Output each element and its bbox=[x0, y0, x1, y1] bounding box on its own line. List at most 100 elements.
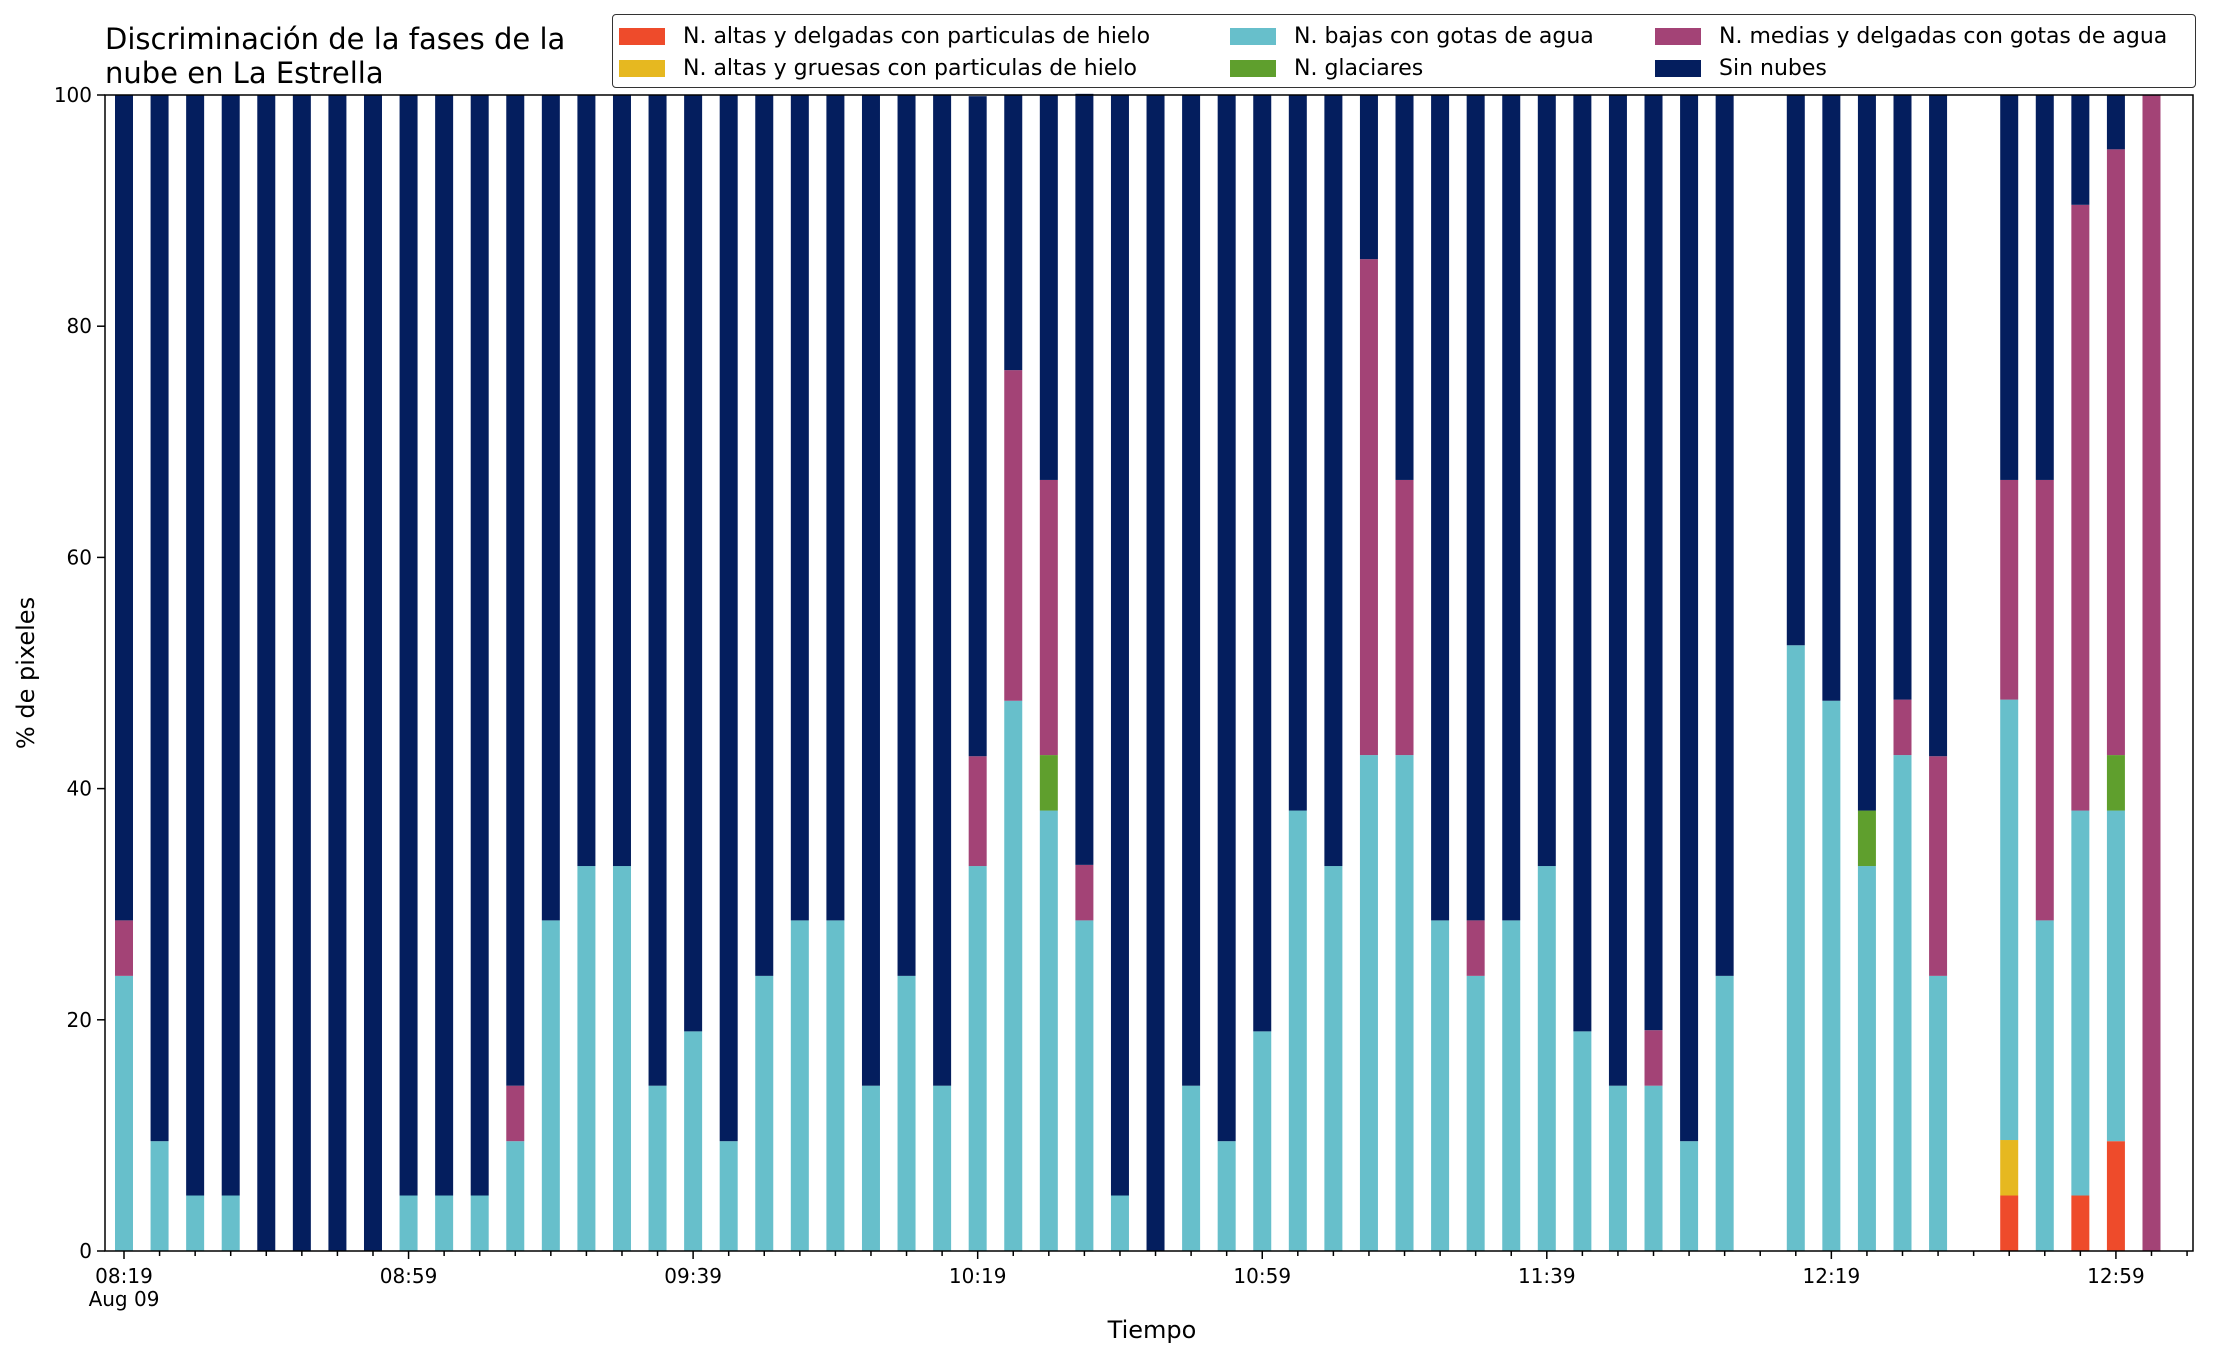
bar-segment bbox=[1324, 95, 1343, 867]
bar-segment bbox=[1039, 95, 1058, 480]
bar-segment bbox=[2106, 95, 2125, 150]
bar-segment bbox=[1786, 645, 1805, 1251]
legend-item-altas-delgadas: N. altas y delgadas con particulas de hi… bbox=[619, 23, 1150, 49]
bar-segment bbox=[1537, 95, 1556, 867]
bar-segment bbox=[1075, 93, 1094, 865]
bar-segment bbox=[719, 95, 738, 1142]
bar-segment bbox=[1431, 920, 1450, 1251]
bar-segment bbox=[2000, 479, 2019, 700]
bar-segment bbox=[2071, 95, 2090, 205]
bar-segment bbox=[1822, 95, 1841, 701]
legend-label: N. bajas con gotas de agua bbox=[1294, 23, 1594, 49]
bar-segment bbox=[115, 95, 133, 921]
bar-segment bbox=[2000, 699, 2019, 1141]
bar-segment bbox=[2106, 810, 2125, 1142]
bar-segment bbox=[861, 95, 880, 1086]
bar-segment bbox=[1110, 1195, 1129, 1251]
y-tick-label: 0 bbox=[79, 1239, 92, 1263]
bar-segment bbox=[1537, 866, 1556, 1251]
bar-segment bbox=[221, 95, 240, 1196]
bar-segment bbox=[861, 1085, 880, 1251]
bar-segment bbox=[755, 975, 774, 1251]
bar-segment bbox=[1680, 95, 1699, 1142]
bar-segment bbox=[1929, 95, 1948, 757]
y-axis: 0 20 40 60 80 100 bbox=[54, 83, 105, 1263]
bar-segment bbox=[1288, 95, 1307, 811]
legend-item-altas-gruesas: N. altas y gruesas con particulas de hie… bbox=[619, 55, 1137, 81]
x-tick-label: 11:39 bbox=[1518, 1264, 1576, 1288]
bar-segment bbox=[1857, 95, 1876, 811]
bar-segment bbox=[1359, 259, 1378, 756]
bar-segment bbox=[648, 95, 667, 1086]
bar-segment bbox=[1039, 479, 1058, 756]
bar-segment bbox=[363, 95, 382, 1251]
bar-segment bbox=[719, 1141, 738, 1251]
legend-item-medias: N. medias y delgadas con gotas de agua bbox=[1655, 23, 2167, 49]
bar-segment bbox=[435, 95, 454, 1196]
bar-segment bbox=[1395, 755, 1414, 1251]
bar-segment bbox=[1359, 755, 1378, 1251]
bar-segment bbox=[612, 866, 631, 1251]
bar-segment bbox=[506, 95, 525, 1086]
bar-segment bbox=[292, 95, 311, 1251]
legend-swatch bbox=[1655, 59, 1701, 77]
bar-segment bbox=[1786, 95, 1805, 646]
bar-segment bbox=[1466, 975, 1485, 1251]
bar-segment bbox=[328, 95, 347, 1251]
bar-segment bbox=[1608, 95, 1627, 1086]
legend-swatch bbox=[1655, 27, 1701, 45]
bar-segment bbox=[968, 96, 987, 757]
bar-segment bbox=[1146, 95, 1165, 1251]
bar-segment bbox=[150, 1141, 169, 1251]
bar-segment bbox=[1217, 95, 1236, 1142]
bar-segment bbox=[577, 95, 596, 867]
bar-segment bbox=[612, 95, 631, 867]
bar-segment bbox=[1004, 370, 1023, 701]
bar-segment bbox=[470, 95, 489, 1196]
legend-swatch bbox=[619, 59, 665, 77]
y-tick-label: 80 bbox=[67, 314, 92, 338]
bar-segment bbox=[1182, 1085, 1201, 1251]
bar-segment bbox=[1217, 1141, 1236, 1251]
y-axis-label: % de pixeles bbox=[12, 597, 40, 749]
bar-segment bbox=[1288, 810, 1307, 1251]
bar-segment bbox=[1893, 95, 1912, 700]
legend-label: N. altas y delgadas con particulas de hi… bbox=[683, 23, 1151, 49]
bar-segment bbox=[541, 920, 560, 1251]
bar-segment bbox=[150, 95, 169, 1142]
bar-segment bbox=[2071, 810, 2090, 1196]
x-tick-label: 12:59 bbox=[2087, 1264, 2145, 1288]
bar-segment bbox=[2035, 479, 2054, 921]
legend-swatch bbox=[1230, 27, 1276, 45]
bar-segment bbox=[2035, 95, 2054, 480]
chart-title: Discriminación de la fases de la nube en… bbox=[105, 22, 566, 90]
bar-segment bbox=[1004, 95, 1023, 371]
bar-segment bbox=[1644, 1085, 1663, 1251]
bar-segment bbox=[1075, 920, 1094, 1251]
bar-segment bbox=[2071, 204, 2090, 811]
bar-segment bbox=[2106, 755, 2125, 811]
bar-segment bbox=[2035, 920, 2054, 1251]
bar-segment bbox=[1644, 1030, 1663, 1086]
legend-label: Sin nubes bbox=[1719, 55, 1827, 81]
bar-segment bbox=[1857, 810, 1876, 867]
bar-segment bbox=[435, 1195, 454, 1251]
x-tick-label: 09:39 bbox=[664, 1264, 722, 1288]
bar-segment bbox=[1502, 920, 1521, 1251]
bar-segment bbox=[826, 95, 845, 921]
bar-segment bbox=[470, 1195, 489, 1251]
bar-segment bbox=[1075, 864, 1094, 921]
x-axis: 08:19 Aug 09 08:59 09:39 10:19 10:59 11:39 12:1… bbox=[89, 1251, 2188, 1311]
bar-segment bbox=[790, 95, 809, 921]
legend-swatch bbox=[1230, 59, 1276, 77]
plot-frame bbox=[104, 94, 2194, 1252]
bar-segment bbox=[1502, 95, 1521, 921]
bar-segment bbox=[826, 920, 845, 1251]
bar-segment bbox=[2142, 95, 2161, 1251]
bar-segment bbox=[1004, 700, 1023, 1251]
bar-segment bbox=[506, 1141, 525, 1251]
bar-segment bbox=[115, 975, 133, 1251]
bar-segment bbox=[399, 95, 418, 1196]
bar-segment bbox=[1253, 1031, 1272, 1251]
